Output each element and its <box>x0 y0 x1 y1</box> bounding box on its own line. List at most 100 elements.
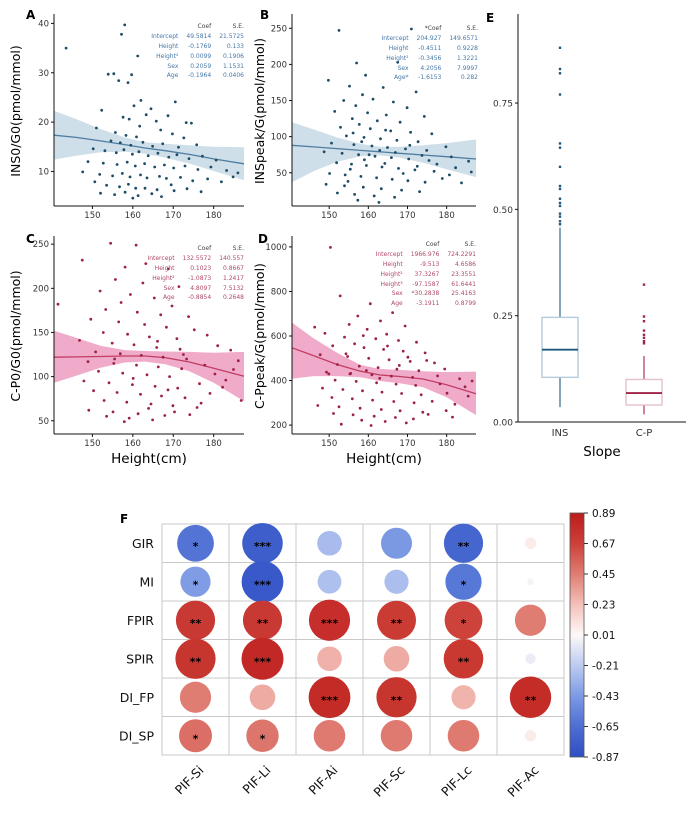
y-tick-label: 250 <box>271 24 287 34</box>
data-point <box>114 151 118 155</box>
y-tick-label: 150 <box>33 328 49 338</box>
data-point <box>138 124 142 128</box>
stat-value: 0.8799 <box>455 300 476 308</box>
data-point <box>339 125 342 129</box>
data-point <box>97 369 100 373</box>
data-point <box>160 394 163 398</box>
data-point <box>133 164 137 168</box>
data-point <box>340 151 344 155</box>
panel-c-chart: 150 160 170 180 50 100 150 200 250 C-P0/G0(pmol/m… <box>8 236 245 467</box>
stat-row-label: Age <box>166 72 179 80</box>
correlation-bubble <box>444 601 483 640</box>
outlier-point <box>642 340 646 343</box>
stat-value: 1.1531 <box>223 62 244 70</box>
data-point <box>394 382 398 386</box>
regression-table: *Coef S.E. Intercept 204.927 149.6571 Height -… <box>373 24 478 83</box>
data-point <box>201 154 204 158</box>
correlation-bubble <box>443 523 484 563</box>
data-point <box>390 374 393 378</box>
matrix-column-label: PIF-Si <box>172 763 207 798</box>
data-point <box>348 167 352 171</box>
data-point <box>89 317 93 321</box>
stat-value: 4.6586 <box>455 260 476 268</box>
data-point <box>172 166 176 170</box>
data-point <box>396 60 400 64</box>
significance-stars: * <box>260 732 266 745</box>
data-point <box>346 180 350 183</box>
data-point <box>127 117 131 121</box>
data-point <box>427 159 431 162</box>
data-point <box>458 377 461 381</box>
data-point <box>171 132 174 136</box>
correlation-bubble <box>509 676 552 718</box>
box <box>541 316 579 379</box>
correlation-grid <box>161 523 565 756</box>
data-point <box>395 367 399 371</box>
data-point <box>129 293 132 296</box>
data-point <box>361 93 364 97</box>
data-point <box>323 331 327 335</box>
data-point <box>132 343 136 347</box>
correlation-bubble <box>380 719 413 752</box>
significance-stars: * <box>193 540 199 553</box>
data-point <box>145 176 149 180</box>
grid-cell <box>496 716 565 756</box>
data-point <box>120 32 123 36</box>
data-point <box>385 332 389 336</box>
correlation-bubble <box>308 676 351 719</box>
data-point <box>352 143 356 147</box>
stat-value: 0.1906 <box>223 52 244 60</box>
data-point <box>121 115 125 119</box>
significance-stars: *** <box>254 655 272 668</box>
data-point <box>118 185 121 189</box>
matrix-column-label: PIF-Li <box>239 763 273 797</box>
data-point <box>426 413 430 416</box>
data-point <box>82 379 86 383</box>
data-point <box>380 390 384 394</box>
y-tick-label: 200 <box>271 421 287 431</box>
significance-stars: ** <box>257 617 269 630</box>
x-tick-label: 160 <box>360 211 376 221</box>
data-point <box>158 175 161 178</box>
data-point <box>451 415 454 419</box>
data-point <box>161 355 165 359</box>
data-point <box>387 358 391 362</box>
y-tick-label: 250 <box>33 240 49 250</box>
category-label: INS <box>552 428 569 439</box>
data-point <box>423 180 427 184</box>
stat-value: 1.2417 <box>223 274 244 282</box>
data-point <box>325 370 328 374</box>
data-point <box>378 376 382 380</box>
stat-row-label: Height <box>154 264 175 272</box>
data-point <box>149 107 153 111</box>
data-point <box>453 402 457 406</box>
data-point <box>105 183 108 187</box>
correlation-bubble <box>447 719 480 752</box>
correlation-bubble <box>175 600 216 640</box>
data-point <box>139 392 142 396</box>
data-point <box>144 262 148 265</box>
data-point <box>380 165 384 169</box>
data-point <box>103 149 107 153</box>
data-point <box>64 46 68 50</box>
data-point <box>113 357 116 361</box>
data-point <box>436 374 439 378</box>
outlier-point <box>642 333 646 337</box>
data-point <box>371 398 374 402</box>
data-point <box>379 319 382 323</box>
x-tick-label: 180 <box>206 211 222 221</box>
data-point <box>403 324 407 328</box>
data-point <box>150 192 154 196</box>
data-point <box>130 73 133 77</box>
colorbar-tick-label: 0.89 <box>592 508 615 520</box>
data-point <box>444 409 448 412</box>
outlier-point <box>558 67 562 71</box>
data-point <box>435 162 439 166</box>
data-point <box>365 369 368 372</box>
data-point <box>411 376 414 379</box>
stat-value: 724.2291 <box>447 250 476 258</box>
outlier-point <box>558 142 562 145</box>
data-point <box>154 119 158 123</box>
correlation-bubble <box>384 569 409 594</box>
data-point <box>417 369 421 373</box>
